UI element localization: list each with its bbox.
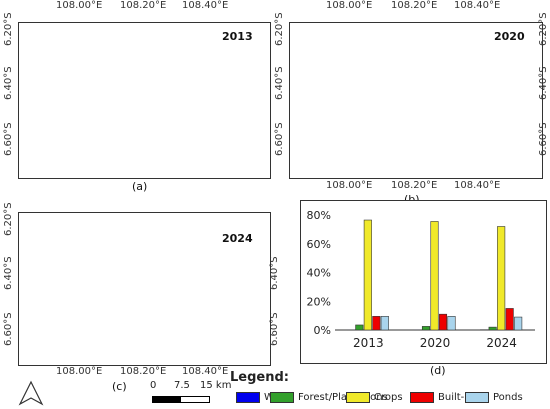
scale-label-end: 15 km bbox=[200, 380, 232, 391]
lon-tick: 108.20°E bbox=[391, 0, 438, 11]
legend-item-crops: Crops bbox=[346, 392, 403, 403]
x-tick-label: 2020 bbox=[420, 336, 451, 350]
lon-tick: 108.00°E bbox=[326, 180, 373, 191]
bar-ponds-2024 bbox=[514, 316, 523, 331]
y-tick-label: 0% bbox=[314, 324, 331, 337]
map-frame-c bbox=[18, 212, 271, 366]
legend-label: Crops bbox=[374, 392, 403, 403]
x-tick-label: 2013 bbox=[353, 336, 384, 350]
legend-swatch bbox=[346, 392, 370, 403]
lon-tick: 108.20°E bbox=[120, 0, 167, 11]
year-label-2024: 2024 bbox=[222, 232, 253, 245]
year-label-2013: 2013 bbox=[222, 30, 253, 43]
scale-label-0: 0 bbox=[150, 380, 157, 391]
bar-built-up-2013 bbox=[372, 316, 381, 331]
y-tick-label: 60% bbox=[307, 238, 331, 251]
panel-label-c: (c) bbox=[112, 380, 127, 393]
scale-segment-2 bbox=[180, 396, 210, 403]
bar-crops-2024 bbox=[497, 226, 506, 331]
lon-tick: 108.40°E bbox=[182, 0, 229, 11]
legend-label: Ponds bbox=[493, 392, 523, 403]
x-tick-label: 2024 bbox=[486, 336, 517, 350]
legend-label: Built-up bbox=[438, 392, 477, 403]
bar-built-up-2024 bbox=[505, 308, 514, 331]
map-frame-a bbox=[18, 22, 271, 179]
lon-tick: 108.20°E bbox=[120, 366, 167, 377]
lon-tick: 108.40°E bbox=[182, 366, 229, 377]
bar-built-up-2020 bbox=[438, 313, 448, 331]
bar-chart-frame bbox=[300, 200, 547, 364]
bar-ponds-2020 bbox=[447, 316, 456, 331]
year-label-2020: 2020 bbox=[494, 30, 525, 43]
lon-tick: 108.00°E bbox=[56, 0, 103, 11]
legend-swatch bbox=[465, 392, 489, 403]
bar-crops-2013 bbox=[363, 219, 372, 331]
scale-label-mid: 7.5 bbox=[174, 380, 190, 391]
legend-item-forest-plantations: Forest/Plantations bbox=[270, 392, 388, 403]
lon-tick: 108.00°E bbox=[56, 366, 103, 377]
map-frame-b bbox=[289, 22, 543, 179]
bar-crops-2020 bbox=[430, 221, 439, 331]
lon-tick: 108.00°E bbox=[326, 0, 373, 11]
y-tick-label: 20% bbox=[307, 295, 331, 308]
bar-ponds-2013 bbox=[380, 316, 389, 331]
lon-tick: 108.40°E bbox=[454, 180, 501, 191]
legend-item-built-up: Built-up bbox=[410, 392, 477, 403]
scale-bar: 0 7.5 15 km bbox=[150, 375, 250, 403]
legend-title: Legend: bbox=[230, 370, 289, 385]
legend-item-ponds: Ponds bbox=[465, 392, 523, 403]
panel-label-d: (d) bbox=[430, 364, 446, 377]
scale-segment-1 bbox=[152, 396, 182, 403]
lon-tick: 108.20°E bbox=[391, 180, 438, 191]
bar-forest-plantations-2020 bbox=[421, 326, 431, 331]
north-arrow-icon bbox=[18, 380, 44, 406]
lon-tick: 108.40°E bbox=[454, 0, 501, 11]
legend-swatch bbox=[236, 392, 260, 403]
bar-forest-plantations-2013 bbox=[355, 324, 364, 331]
bar-forest-plantations-2024 bbox=[488, 326, 497, 331]
legend-swatch bbox=[410, 392, 434, 403]
legend-label: Forest/Plantations bbox=[298, 392, 388, 403]
panel-label-a: (a) bbox=[132, 180, 148, 193]
y-tick-label: 40% bbox=[307, 267, 331, 280]
y-tick-label: 80% bbox=[307, 209, 331, 222]
legend-swatch bbox=[270, 392, 294, 403]
